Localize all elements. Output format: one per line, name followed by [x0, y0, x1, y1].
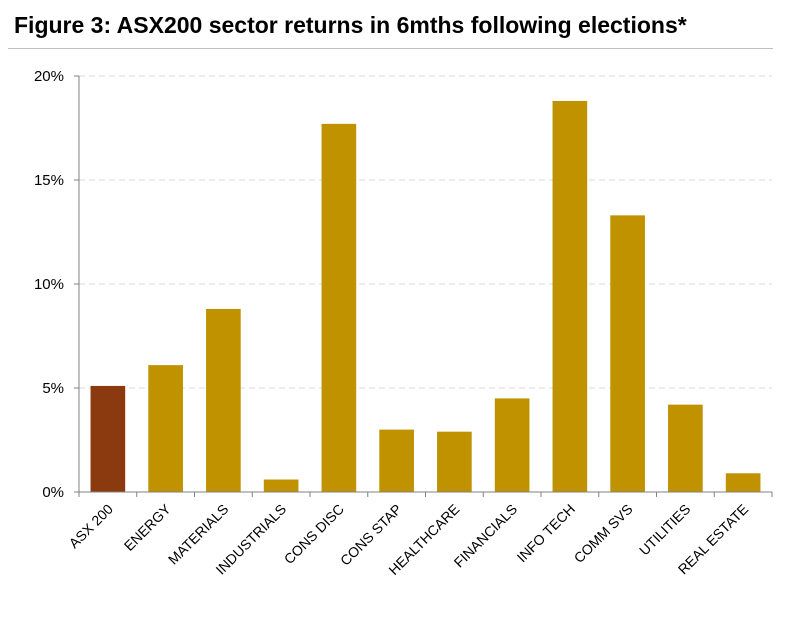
bar-real-estate	[725, 473, 761, 492]
bar-asx-200	[90, 385, 126, 492]
bar-comm-svs	[610, 215, 645, 493]
bar-materials	[206, 308, 241, 492]
y-tick-label: 0%	[42, 484, 64, 501]
bar-industrials	[263, 479, 299, 492]
y-axis-ticks: 0% 5% 10% 15% 20%	[34, 68, 79, 501]
bar-financials	[494, 398, 530, 492]
bar-cons-disc	[321, 123, 357, 492]
bar-energy	[148, 365, 183, 492]
y-tick-label: 5%	[42, 380, 64, 397]
x-tick-label: ENERGY	[121, 500, 175, 554]
bar-info-tech	[552, 100, 588, 493]
x-tick-label: UTILITIES	[636, 501, 694, 559]
bar-cons-stap	[379, 429, 414, 492]
title-divider	[8, 48, 773, 49]
y-tick-label: 15%	[34, 172, 64, 189]
bar-healthcare	[437, 431, 472, 492]
gridlines	[79, 75, 772, 389]
x-tick-label: INFO TECH	[514, 501, 578, 565]
x-tick-label: ASX 200	[66, 501, 117, 552]
x-tick-label: COMM SVS	[571, 501, 636, 566]
bars	[90, 100, 761, 493]
bar-utilities	[668, 404, 703, 492]
chart-title: Figure 3: ASX200 sector returns in 6mths…	[14, 12, 687, 38]
y-tick-label: 20%	[34, 68, 64, 85]
y-tick-label: 10%	[34, 276, 64, 293]
